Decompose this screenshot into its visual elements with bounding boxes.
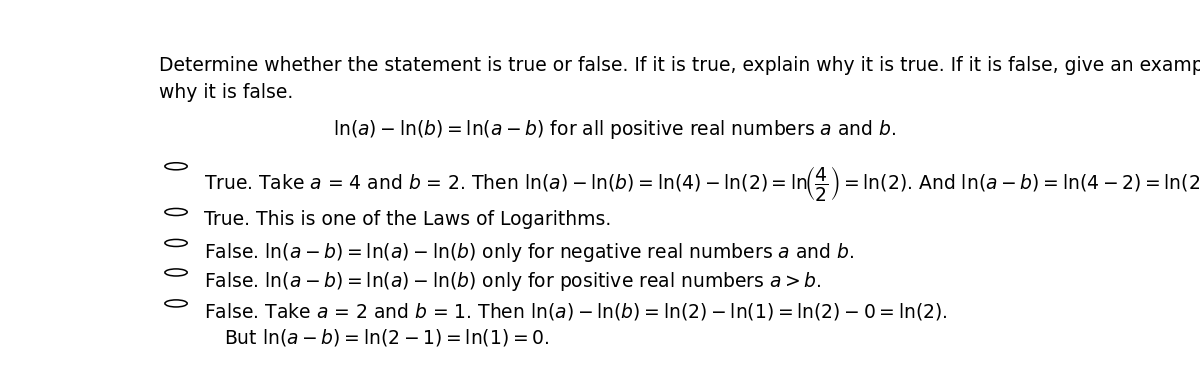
Text: True. Take $a$ = 4 and $b$ = 2. Then $\mathrm{ln}(a) - \mathrm{ln}(b) = \mathrm{: True. Take $a$ = 4 and $b$ = 2. Then $\m… xyxy=(204,164,1200,203)
Text: But $\mathrm{ln}(a - b) = \mathrm{ln}(2 - 1) = \mathrm{ln}(1) = 0$.: But $\mathrm{ln}(a - b) = \mathrm{ln}(2 … xyxy=(224,327,550,348)
Text: True. This is one of the Laws of Logarithms.: True. This is one of the Laws of Logarit… xyxy=(204,210,611,229)
Text: False. Take $a$ = 2 and $b$ = 1. Then $\mathrm{ln}(a) - \mathrm{ln}(b) = \mathrm: False. Take $a$ = 2 and $b$ = 1. Then $\… xyxy=(204,301,948,322)
Text: why it is false.: why it is false. xyxy=(160,83,294,102)
Text: False. $\mathrm{ln}(a - b) = \mathrm{ln}(a) - \mathrm{ln}(b)$ only for negative : False. $\mathrm{ln}(a - b) = \mathrm{ln}… xyxy=(204,241,854,264)
Text: Determine whether the statement is true or false. If it is true, explain why it : Determine whether the statement is true … xyxy=(160,56,1200,75)
Text: $\mathrm{ln}(a) - \mathrm{ln}(b) = \mathrm{ln}(a - b)$ for all positive real num: $\mathrm{ln}(a) - \mathrm{ln}(b) = \math… xyxy=(334,118,896,141)
Text: False. $\mathrm{ln}(a - b) = \mathrm{ln}(a) - \mathrm{ln}(b)$ only for positive : False. $\mathrm{ln}(a - b) = \mathrm{ln}… xyxy=(204,270,822,293)
